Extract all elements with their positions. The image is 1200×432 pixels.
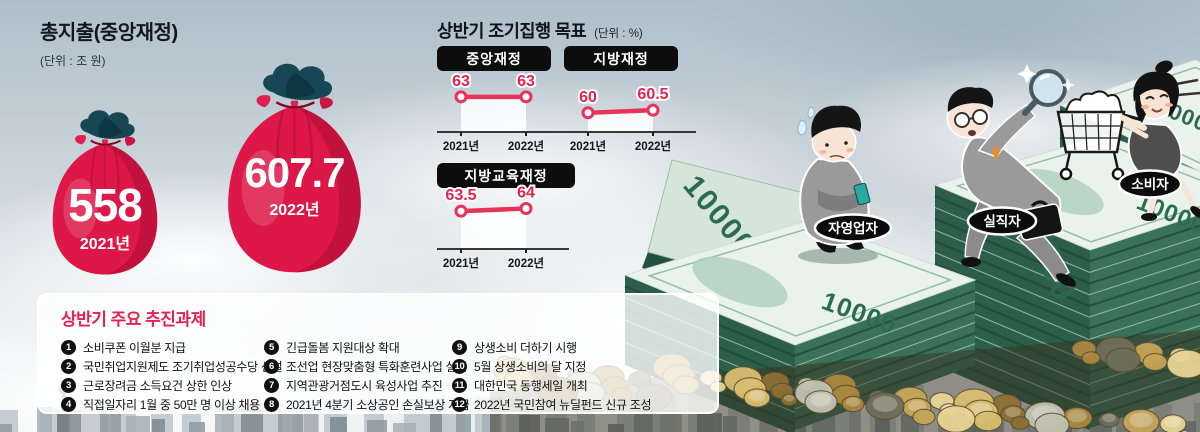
svg-text:2021년: 2021년 <box>443 139 479 153</box>
task-text: 지역관광거점도시 육성사업 추진 <box>286 379 443 393</box>
task-number-badge: 2 <box>61 359 76 374</box>
execution-goal-header: 상반기 조기집행 목표 (단위 : %) <box>437 18 643 43</box>
task-text: 2022년 국민참여 뉴딜펀드 신규 조성 <box>474 398 652 412</box>
svg-text:63.5: 63.5 <box>445 187 476 204</box>
expenditure-title: 총지출(중앙재정) <box>40 22 178 44</box>
task-number-badge: 9 <box>452 340 467 355</box>
task-item: 5 긴급돌봄 지원대상 확대 <box>264 338 452 357</box>
money-bag-2021: 558 2021년 <box>40 104 170 280</box>
tasks-panel: 상반기 주요 추진과제 1 소비쿠폰 이월분 지급 2 국민취업지원제도 조기취업성… <box>37 293 719 414</box>
svg-text:2021년: 2021년 <box>443 256 479 270</box>
bag-2021-year: 2021년 <box>79 236 131 253</box>
bag-2022-value: 607.7 <box>244 149 345 196</box>
task-item: 3 근로장려금 소득요건 상한 인상 <box>61 376 264 395</box>
task-number-badge: 8 <box>264 397 279 412</box>
line-chart-local-finance: 60 2021년 60.5 2022년 <box>564 84 696 153</box>
task-text: 소비쿠폰 이월분 지급 <box>83 341 186 355</box>
task-item: 6 조선업 현장맞춤형 특화훈련사업 실시 <box>264 357 467 376</box>
task-text: 상생소비 더하기 시행 <box>474 341 577 355</box>
label-consumer-text: 소비자 <box>1131 177 1169 192</box>
task-number-badge: 5 <box>264 340 279 355</box>
execution-goal-unit: (단위 : %) <box>594 28 643 40</box>
svg-text:2022년: 2022년 <box>508 256 544 270</box>
task-number-badge: 3 <box>61 378 76 393</box>
task-text: 긴급돌봄 지원대상 확대 <box>286 341 400 355</box>
svg-text:2022년: 2022년 <box>635 139 671 153</box>
task-item: 2 국민취업지원제도 조기취업성공수당 신설 <box>61 357 283 376</box>
task-number-badge: 6 <box>264 359 279 374</box>
task-item: 12 2022년 국민참여 뉴딜펀드 신규 조성 <box>452 395 699 414</box>
task-item: 11 대한민국 동행세일 개최 <box>452 376 699 395</box>
task-item: 4 직접일자리 1월 중 50만 명 이상 채용 <box>61 395 264 414</box>
chart-label-local-education-finance: 지방교육재정 <box>437 163 575 188</box>
tasks-list: 1 소비쿠폰 이월분 지급 2 국민취업지원제도 조기취업성공수당 신설 3 근로장려… <box>61 338 699 414</box>
task-item: 10 5월 상생소비의 달 지정 <box>452 357 699 376</box>
task-text: 국민취업지원제도 조기취업성공수당 신설 <box>83 360 283 374</box>
task-number-badge: 10 <box>452 359 467 374</box>
label-consumer: 소비자 <box>1117 169 1183 199</box>
task-item: 7 지역관광거점도시 육성사업 추진 <box>264 376 452 395</box>
bag-2021-value: 558 <box>68 179 143 231</box>
task-item: 9 상생소비 더하기 시행 <box>452 338 699 357</box>
bag-2022-year: 2022년 <box>269 202 320 219</box>
task-text: 근로장려금 소득요건 상한 인상 <box>83 379 232 393</box>
task-text: 2021년 4분기 소상공인 손실보상 지급 <box>286 398 470 412</box>
label-self-employed: 자영업자 <box>813 213 893 243</box>
task-text: 대한민국 동행세일 개최 <box>474 379 588 393</box>
svg-text:60: 60 <box>579 89 597 106</box>
line-chart-central-finance: 63 2021년 63 2022년 <box>437 71 569 153</box>
task-text: 조선업 현장맞춤형 특화훈련사업 실시 <box>286 360 467 374</box>
chart-label-local-finance: 지방재정 <box>564 46 678 71</box>
tasks-panel-title: 상반기 주요 추진과제 <box>61 310 206 329</box>
expenditure-header: 총지출(중앙재정) (단위 : 조 원) <box>40 16 178 69</box>
svg-text:63: 63 <box>517 73 535 90</box>
svg-text:60.5: 60.5 <box>637 86 668 103</box>
expenditure-unit: (단위 : 조 원) <box>40 54 106 68</box>
task-item: 1 소비쿠폰 이월분 지급 <box>61 338 264 357</box>
label-unemployed: 실직자 <box>966 206 1038 236</box>
task-text: 5월 상생소비의 달 지정 <box>474 360 587 374</box>
svg-text:2022년: 2022년 <box>508 139 544 153</box>
line-chart-local-education-finance: 63.5 2021년 64 2022년 <box>437 182 569 270</box>
svg-text:2021년: 2021년 <box>570 139 606 153</box>
task-number-badge: 4 <box>61 397 76 412</box>
label-unemployed-text: 실직자 <box>983 213 1021 229</box>
money-bag-2022: 607.7 2022년 <box>212 56 377 279</box>
task-number-badge: 1 <box>61 340 76 355</box>
task-number-badge: 7 <box>264 378 279 393</box>
execution-goal-title: 상반기 조기집행 목표 <box>437 21 587 41</box>
svg-text:64: 64 <box>517 184 535 201</box>
task-number-badge: 11 <box>452 378 467 393</box>
svg-text:63: 63 <box>452 73 470 90</box>
task-number-badge: 12 <box>452 397 467 412</box>
chart-label-central-finance: 중앙재정 <box>437 46 551 71</box>
label-self-employed-text: 자영업자 <box>828 220 878 236</box>
unemployed-figure <box>946 64 1076 287</box>
task-text: 직접일자리 1월 중 50만 명 이상 채용 <box>83 398 260 412</box>
task-item: 8 2021년 4분기 소상공인 손실보상 지급 <box>264 395 470 414</box>
